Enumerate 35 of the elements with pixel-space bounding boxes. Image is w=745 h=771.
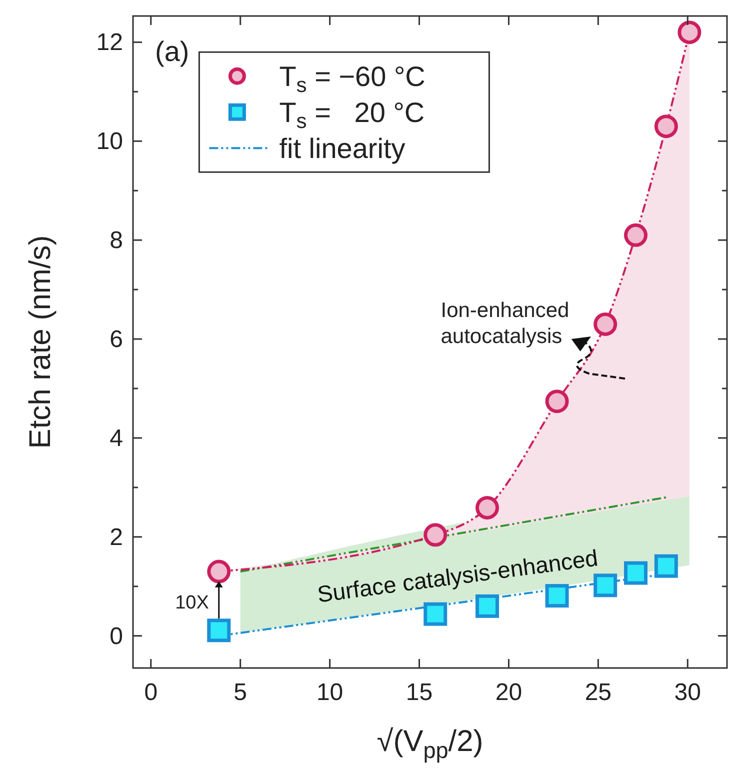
point <box>654 554 678 578</box>
point <box>624 223 648 247</box>
y-tick-label: 8 <box>110 227 123 254</box>
x-tick-label: 20 <box>495 679 522 706</box>
legend-label: T$_{s}$ = −60 °C <box>279 61 426 98</box>
point <box>207 618 231 642</box>
legend-label: T$_{s}$ = 20 °C <box>279 97 425 134</box>
y-tick-label: 2 <box>110 524 123 551</box>
legend-label: fit linearity <box>279 133 406 164</box>
y-tick-label: 12 <box>96 29 123 56</box>
x-tick-label: 0 <box>144 679 158 706</box>
point <box>476 594 500 618</box>
point <box>624 561 648 585</box>
x-tick-label: 25 <box>584 679 612 706</box>
point <box>207 560 231 584</box>
point <box>424 602 448 626</box>
x-tick-label: 10 <box>316 679 344 706</box>
point <box>424 523 448 547</box>
point <box>654 114 678 138</box>
y-tick-label: 10 <box>96 128 123 156</box>
x-axis-title: √(V$_{pp}$/2) <box>376 725 484 763</box>
x-tick-label: 30 <box>674 679 701 706</box>
y-tick-label: 0 <box>110 622 123 650</box>
y-axis-title: Etch rate (nm/s) <box>24 235 57 449</box>
point <box>678 20 702 44</box>
y-tick-label: 4 <box>110 424 123 452</box>
annotation: Ion-enhanced autocatalysis <box>440 298 570 348</box>
point <box>476 496 500 520</box>
y-tick-label: 6 <box>110 326 123 354</box>
x-tick-label: 5 <box>234 679 248 706</box>
annotation: 10X <box>175 592 210 614</box>
point <box>594 312 618 336</box>
annotation: (a) <box>155 36 190 67</box>
x-tick-label: 15 <box>406 679 433 706</box>
point <box>545 390 569 414</box>
